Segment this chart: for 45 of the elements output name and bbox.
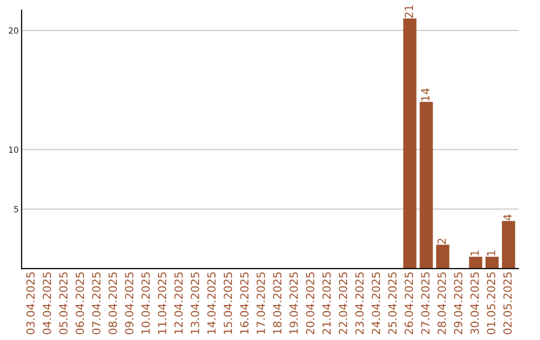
x-tick-label: 14.04.2025 [207,272,216,334]
x-tick-label: 17.04.2025 [256,272,265,334]
x-tick-label: 11.04.2025 [158,272,166,334]
x-tick-label: 22.04.2025 [338,272,348,334]
x-tick-label: 02.05.2025 [503,272,512,334]
x-tick-label: 07.04.2025 [92,272,100,334]
x-tick-label: 13.04.2025 [190,272,200,334]
data-label: 1 [470,250,479,256]
bar [502,220,516,269]
x-tick-label: 05.04.2025 [59,272,68,334]
data-label: 4 [503,214,512,220]
x-tick-label: 25.04.2025 [388,272,397,334]
x-tick-label: 30.04.2025 [470,272,479,334]
y-tick-label: 10 [9,146,18,153]
x-tick-label: 28.04.2025 [438,272,446,334]
x-tick-label: 06.04.2025 [76,272,84,334]
y-tick-label: 20 [8,27,18,34]
y-tick-label: 5 [14,206,18,212]
data-label: 21 [404,5,413,18]
x-tick-label: 01.05.2025 [486,272,496,334]
x-tick-label: 21.04.2025 [322,272,331,334]
data-label: 14 [421,88,430,101]
x-tick-label: 19.04.2025 [289,272,298,334]
x-tick-label: 24.04.2025 [372,272,380,334]
x-tick-label: 16.04.2025 [240,272,249,334]
x-tick-label: 03.04.2025 [26,272,35,334]
x-tick-label: 23.04.2025 [355,272,364,334]
x-tick-label: 04.04.2025 [42,272,52,334]
x-tick-label: 27.04.2025 [421,272,430,334]
x-tick-label: 26.04.2025 [404,272,414,334]
data-label: 2 [438,238,446,244]
x-tick-label: 20.04.2025 [306,272,314,334]
bar [469,256,482,269]
x-tick-label: 08.04.2025 [108,272,117,334]
x-tick-label: 15.04.2025 [224,272,232,334]
x-tick-label: 10.04.2025 [141,272,150,334]
bar [486,256,499,269]
x-tick-label: 29.04.2025 [454,272,462,334]
bar [420,102,433,269]
x-tick-label: 12.04.2025 [174,272,183,334]
x-tick-label: 09.04.2025 [124,272,134,334]
x-tick-label: 18.04.2025 [273,272,282,334]
bar [436,244,450,269]
data-label: 1 [487,250,496,256]
bar [403,18,416,269]
